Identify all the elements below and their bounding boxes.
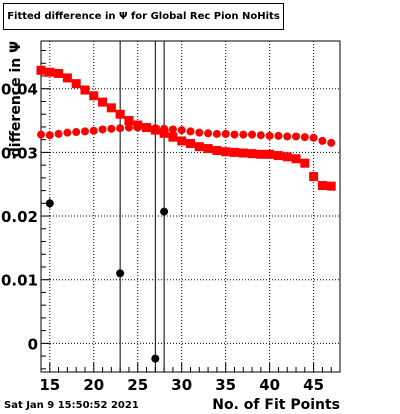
x-axis-title: No. of Fit Points xyxy=(212,397,340,413)
data-point-square xyxy=(45,67,55,77)
data-point-square xyxy=(159,128,169,138)
y-tick-label: 0.02 xyxy=(1,208,38,226)
data-point-circle xyxy=(327,138,336,147)
data-point-square xyxy=(177,136,187,146)
data-point-circle xyxy=(116,124,125,133)
data-point-square xyxy=(221,147,231,157)
data-point-circle xyxy=(212,129,221,138)
data-point-square xyxy=(80,85,90,95)
data-point-circle xyxy=(274,131,283,140)
data-point-circle xyxy=(177,126,186,135)
data-point-square xyxy=(273,151,283,161)
data-point-circle xyxy=(230,130,239,139)
x-tick-label: 25 xyxy=(127,376,148,394)
data-point-circle xyxy=(256,131,265,140)
data-point-circle xyxy=(37,130,45,139)
data-point-square xyxy=(203,144,213,154)
data-point-circle xyxy=(292,132,301,141)
data-point-circle xyxy=(318,136,327,145)
data-point-square xyxy=(194,142,204,152)
axis-ticks xyxy=(40,50,341,372)
tick-labels: 15 20 25 30 35 40 45 0 0.01 0.02 0.03 0.04 xyxy=(1,81,324,394)
data-point-square xyxy=(54,68,64,78)
data-point-circle xyxy=(45,199,54,208)
data-point-square xyxy=(186,138,195,148)
data-point-square xyxy=(106,103,116,113)
data-point-circle xyxy=(283,132,292,141)
data-point-circle xyxy=(168,125,177,134)
data-point-circle xyxy=(116,269,125,278)
data-point-circle xyxy=(45,131,54,140)
data-point-circle xyxy=(160,207,169,216)
data-point-square xyxy=(309,172,319,182)
data-point-square xyxy=(168,132,178,142)
data-point-circle xyxy=(248,130,257,139)
data-point-square xyxy=(265,149,275,159)
data-point-square xyxy=(256,149,266,159)
x-tick-label: 35 xyxy=(215,376,236,394)
x-tick-label: 40 xyxy=(259,376,280,394)
chart-title: Fitted difference in Ψ for Global Rec Pi… xyxy=(3,3,284,30)
data-point-circle xyxy=(221,129,230,138)
data-point-square xyxy=(212,145,222,155)
data-point-square xyxy=(89,91,99,101)
data-point-circle xyxy=(300,133,309,142)
data-point-circle xyxy=(204,129,213,138)
data-point-square xyxy=(71,79,81,89)
data-point-circle xyxy=(195,128,204,137)
data-point-circle xyxy=(54,129,63,138)
data-point-circle xyxy=(124,123,133,132)
data-point-circle xyxy=(160,124,169,133)
data-point-circle xyxy=(309,133,318,142)
data-point-circle xyxy=(89,126,98,135)
y-tick-label: 0.04 xyxy=(1,81,38,99)
data-point-square xyxy=(326,181,336,191)
x-tick-label: 15 xyxy=(39,376,60,394)
y-tick-label: 0 xyxy=(28,335,38,353)
data-points xyxy=(36,65,336,363)
data-point-square xyxy=(115,109,125,119)
data-point-square xyxy=(229,147,239,157)
data-point-circle xyxy=(151,124,160,133)
x-tick-label: 45 xyxy=(303,376,324,394)
data-point-square xyxy=(247,149,257,159)
data-point-circle xyxy=(72,128,81,137)
data-point-circle xyxy=(98,125,107,134)
data-point-circle xyxy=(265,131,274,140)
data-point-circle xyxy=(239,130,248,139)
data-point-circle xyxy=(63,128,72,137)
data-point-square xyxy=(238,148,248,158)
data-point-square xyxy=(282,152,292,162)
data-point-circle xyxy=(151,354,160,363)
data-point-square xyxy=(62,73,72,83)
timestamp: Sat Jan 9 15:50:52 2021 xyxy=(4,400,139,411)
data-point-square xyxy=(36,65,46,75)
data-point-square xyxy=(291,154,301,164)
y-tick-label: 0.03 xyxy=(1,144,38,162)
data-point-circle xyxy=(186,127,195,136)
data-point-square xyxy=(124,116,134,126)
data-point-circle xyxy=(80,127,89,136)
x-tick-label: 20 xyxy=(83,376,104,394)
data-point-circle xyxy=(107,124,116,133)
y-axis-title: difference in Ψ xyxy=(8,41,24,157)
x-tick-label: 30 xyxy=(171,376,192,394)
data-point-square xyxy=(98,97,108,107)
data-point-square xyxy=(300,158,310,168)
y-tick-label: 0.01 xyxy=(1,272,38,290)
data-point-circle xyxy=(133,123,142,132)
data-point-square xyxy=(317,180,327,190)
data-point-circle xyxy=(142,123,151,132)
